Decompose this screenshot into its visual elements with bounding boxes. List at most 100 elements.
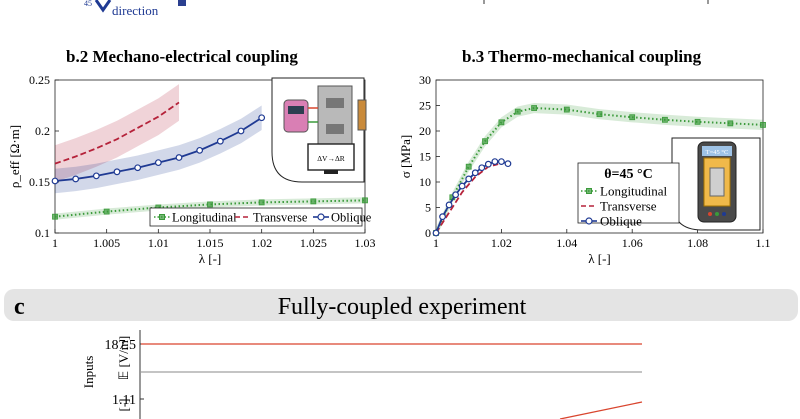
b3-point-longitudinal-9 [629, 114, 636, 121]
b2-point-longitudinal-3 [207, 201, 213, 208]
b3-point-longitudinal-10 [662, 116, 668, 123]
b3-xlabel: λ [-] [588, 251, 611, 266]
b2-point-oblique-6 [175, 154, 183, 161]
b3-line-longitudinal [435, 107, 764, 234]
b3-point-oblique-0 [432, 229, 440, 237]
b2-xtick-label-0: 1 [52, 236, 58, 250]
b2-point-oblique-3 [113, 168, 121, 176]
top-fragment-number: 45 [84, 0, 92, 8]
b2-xtick-label-3: 1.015 [197, 236, 224, 250]
b2-point-oblique-10 [258, 114, 266, 122]
b3-legend-marker-longitudinal [586, 188, 592, 194]
b2-legend-label-longitudinal: Longitudinal [172, 211, 237, 225]
b3-button-green [715, 212, 719, 216]
b3-inset-label: T=45 °C [706, 149, 729, 156]
b3-point-oblique-7 [478, 164, 486, 172]
b2-point-longitudinal-0 [52, 213, 58, 220]
b2-point-oblique-2 [92, 172, 100, 180]
b2-xtick-label-1: 1.005 [93, 236, 120, 250]
b3-point-longitudinal-5 [514, 108, 521, 115]
b2-multimeter-screen [288, 106, 304, 114]
b3-point-longitudinal-7 [563, 106, 570, 113]
b2-point-longitudinal-4 [258, 199, 265, 206]
b3-point-oblique-4 [458, 182, 466, 190]
b3-point-oblique-11 [504, 160, 512, 168]
b3-legend-box [577, 162, 680, 224]
b3-xtick-label-4: 1.08 [687, 236, 708, 250]
b3-xtick-label-5: 1.1 [756, 236, 771, 250]
b2-point-longitudinal-5 [310, 198, 317, 205]
inputs-e-label: 𝔼 [V/m] [116, 336, 131, 381]
b2-resistor-icon [357, 99, 367, 131]
b3-xtick-label-2: 1.04 [556, 236, 577, 250]
b3-point-longitudinal-12 [727, 120, 734, 127]
b3-legend-label-oblique: Oblique [600, 214, 642, 229]
b3-button-blue [722, 212, 726, 216]
b2-ytick-label-3: 0.25 [29, 73, 50, 87]
b2-line-transverse [54, 101, 180, 165]
b2-monitor-stand [324, 170, 338, 174]
b3-point-oblique-2 [445, 201, 453, 209]
b3-point-oblique-8 [484, 160, 492, 168]
b3-point-longitudinal-11 [694, 118, 701, 125]
b3-legend-label-transverse: Transverse [600, 199, 657, 214]
b3-xtick-label-3: 1.06 [622, 236, 643, 250]
b3-xtick-label-1: 1.02 [491, 236, 512, 250]
b3-point-oblique-5 [465, 175, 473, 183]
panel-c-banner-bg [4, 289, 798, 321]
b3-point-longitudinal-4 [498, 119, 505, 126]
b2-point-oblique-1 [72, 175, 80, 183]
top-fragment-blob [178, 0, 186, 6]
inputs-lambda-label: [-] [116, 399, 131, 412]
b2-ytick-label-0: 0.1 [35, 226, 50, 240]
b3-ytick-label-6: 30 [419, 73, 431, 87]
b3-ytick-label-2: 10 [419, 175, 431, 189]
b3-chamber-display [702, 146, 732, 156]
b2-point-longitudinal-1 [103, 208, 110, 215]
panel-c-banner: c Fully-coupled experiment [4, 289, 798, 321]
b3-point-oblique-3 [452, 191, 460, 199]
arrow-fragment-icon [94, 0, 112, 13]
b2-ylabel: ρ_eff [Ω·m] [7, 125, 22, 188]
b3-point-longitudinal-13 [760, 121, 766, 128]
b3-xtick-label-0: 1 [433, 236, 439, 250]
b3-legend-marker-oblique [585, 217, 593, 225]
b3-point-oblique-9 [491, 158, 499, 166]
b2-tensile-machine-icon [317, 85, 353, 147]
b2-inset-label: ΔV→ΔR [317, 154, 345, 163]
b2-legend-marker-oblique [317, 213, 325, 221]
b2-legend-label-oblique: Oblique [331, 211, 372, 225]
inputs-side-label: Inputs [81, 356, 96, 389]
b3-title: b.3 Thermo-mechanical coupling [462, 47, 702, 66]
b2-legend-box [149, 207, 363, 227]
inputs-lambda-signal [559, 401, 643, 419]
b2-band-oblique [55, 105, 262, 194]
b2-xtick-label-4: 1.02 [251, 236, 272, 250]
b2-point-oblique-4 [134, 164, 142, 172]
b2-lower-grip [326, 124, 344, 134]
b2-xtick-label-5: 1.025 [300, 236, 327, 250]
b2-legend-marker-longitudinal [159, 214, 165, 220]
b3-point-oblique-10 [498, 158, 505, 166]
panel-c-letter: c [14, 294, 25, 320]
top-fragment: 45 direction [84, 0, 709, 18]
b3-point-oblique-1 [439, 213, 446, 221]
inputs-e-value: 187.5 [105, 338, 137, 353]
panel-c-title: Fully-coupled experiment [278, 294, 527, 320]
b2-upper-grip [326, 98, 344, 108]
b3-ytick-label-3: 15 [419, 150, 431, 164]
b2-xlabel: λ [-] [199, 251, 222, 266]
b3-button-red [708, 212, 712, 216]
b2-point-oblique-7 [196, 146, 204, 154]
b3-ytick-label-5: 25 [419, 99, 431, 113]
b2-xtick-label-2: 1.01 [148, 236, 169, 250]
b2-ytick-label-1: 0.15 [29, 175, 50, 189]
top-fragment-label: direction [112, 3, 159, 18]
b2-title: b.2 Mechano-electrical coupling [66, 47, 298, 66]
b2-multimeter-icon [283, 99, 309, 133]
b3-point-oblique-6 [471, 169, 479, 177]
b3-ytick-label-1: 5 [425, 201, 431, 215]
b3-point-longitudinal-6 [531, 105, 537, 111]
b2-band-longitudinal [55, 197, 365, 220]
